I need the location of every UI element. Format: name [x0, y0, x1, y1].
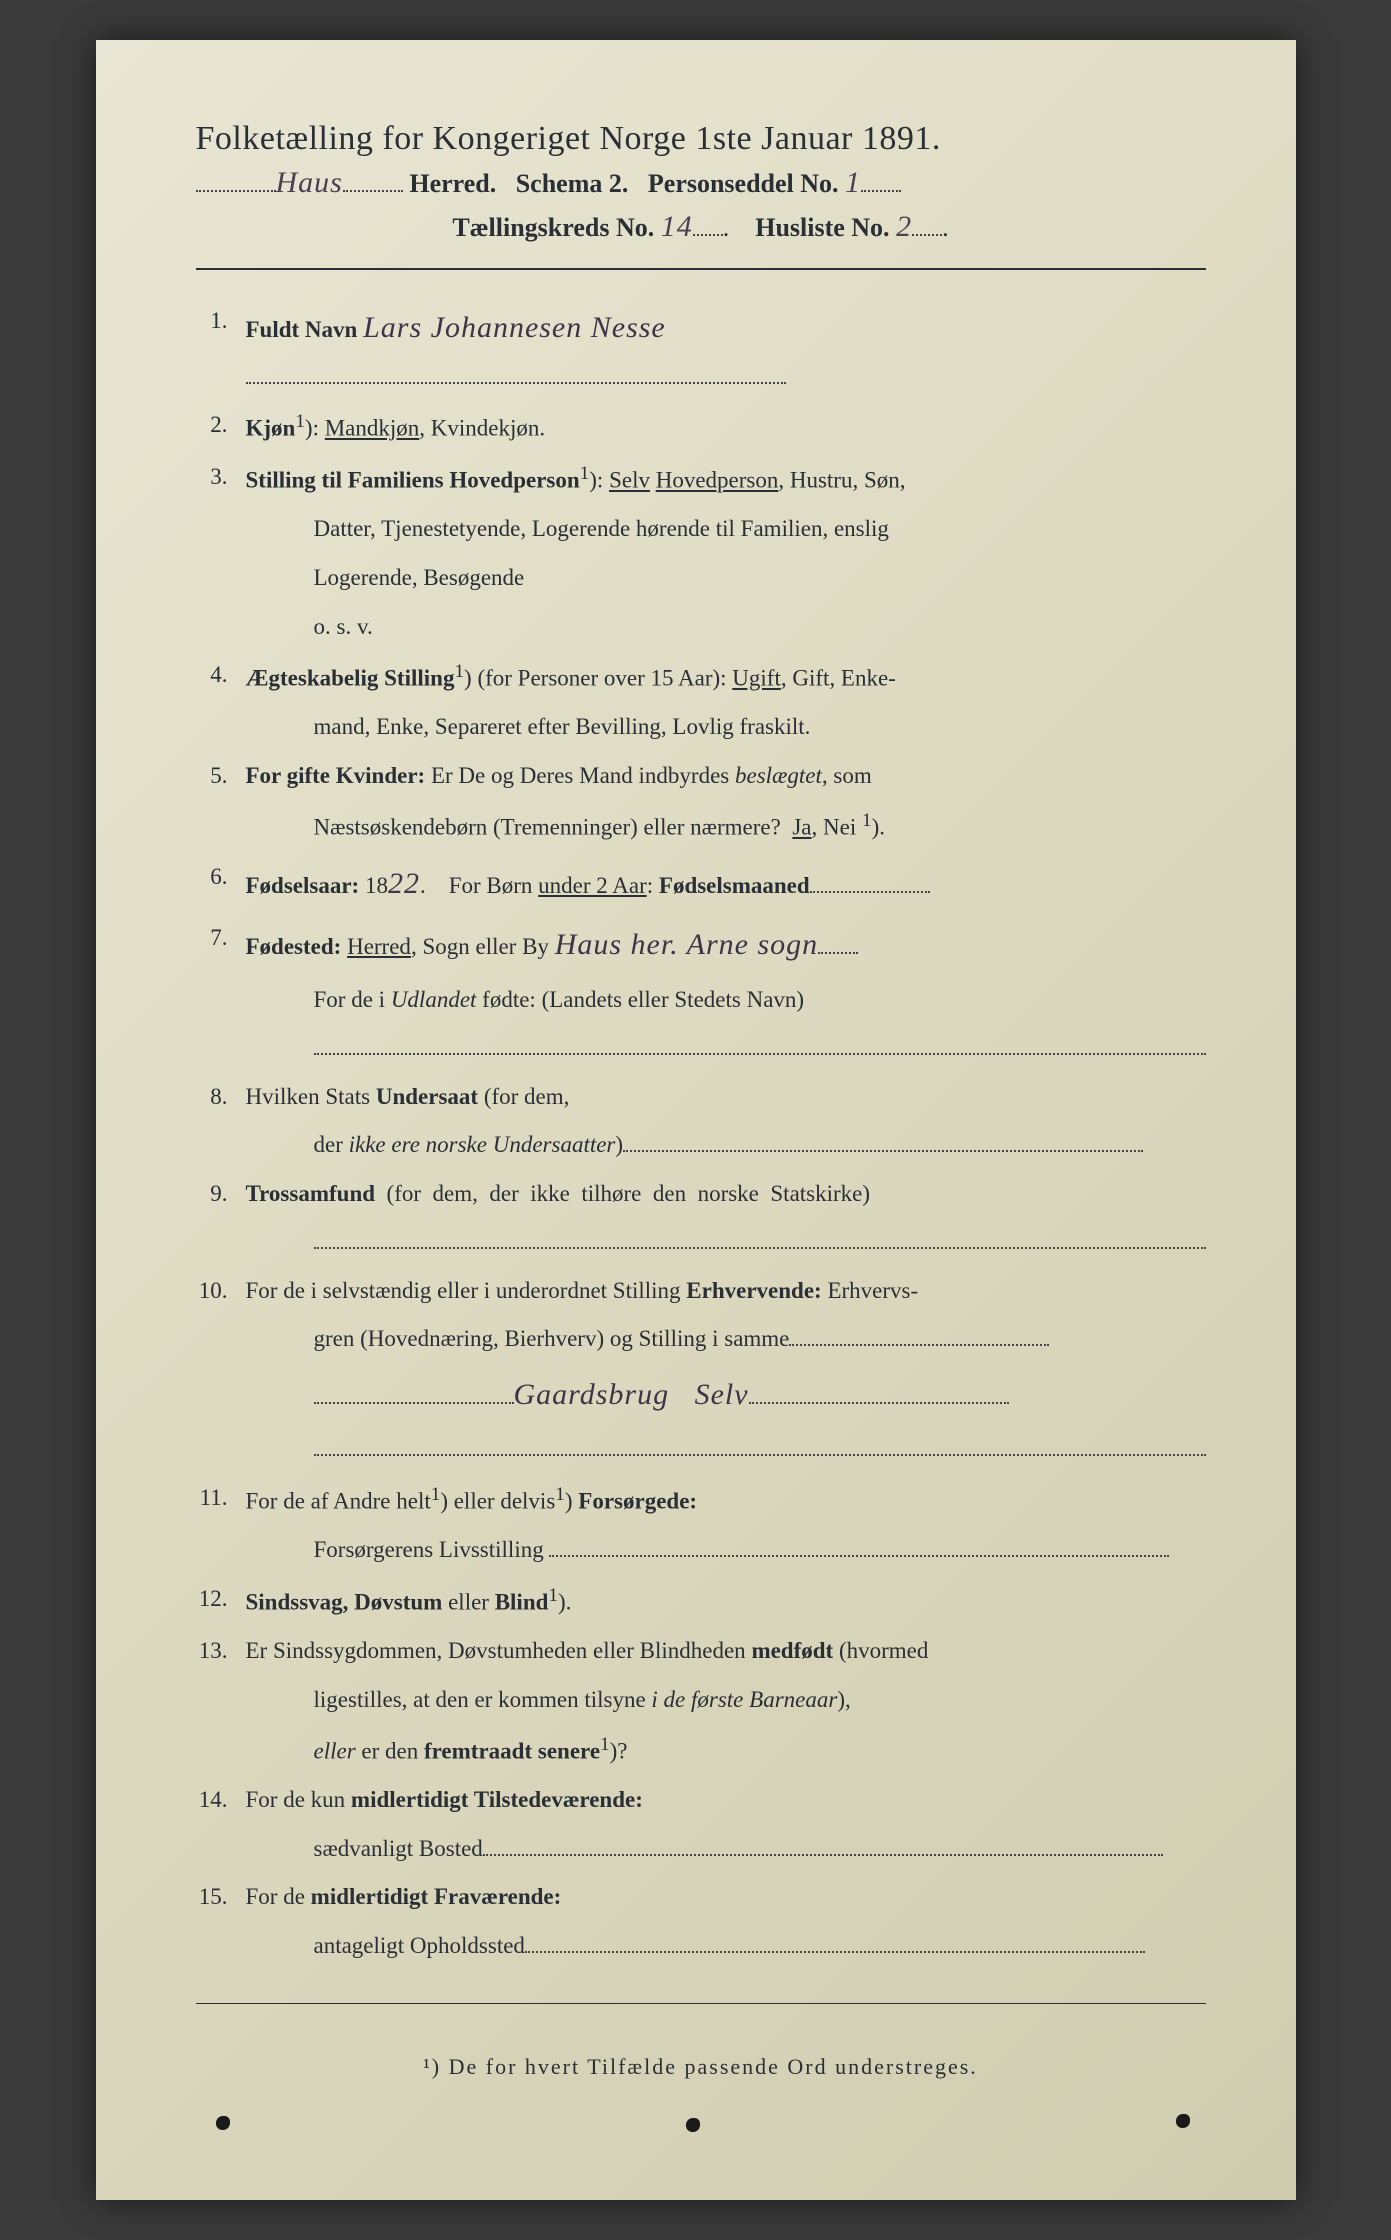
item-body: Er Sindssygdommen, Døvstumheden eller Bl…	[246, 1630, 1206, 1673]
item-continuation: mand, Enke, Separeret efter Bevilling, L…	[314, 706, 1206, 749]
item-number: 3.	[196, 456, 246, 502]
item-body: Fødselsaar: 1822. For Børn under 2 Aar: …	[246, 856, 1206, 912]
item-number: 6.	[196, 856, 246, 912]
form-item: 8.Hvilken Stats Undersaat (for dem,	[196, 1076, 1206, 1119]
item-number: 2.	[196, 404, 246, 450]
item-body: Ægteskabelig Stilling1) (for Personer ov…	[246, 654, 1206, 700]
schema-label: Schema 2.	[516, 169, 629, 198]
item-body: For gifte Kvinder: Er De og Deres Mand i…	[246, 755, 1206, 798]
taellingskreds-label: Tællingskreds No.	[452, 213, 654, 242]
form-item: 3.Stilling til Familiens Hovedperson1): …	[196, 456, 1206, 502]
item-number: 5.	[196, 755, 246, 798]
form-item: 12.Sindssvag, Døvstum eller Blind1).	[196, 1578, 1206, 1624]
item-number: 14.	[196, 1779, 246, 1822]
item-number: 13.	[196, 1630, 246, 1673]
item-continuation	[314, 1221, 1206, 1264]
item-body: For de i selvstændig eller i underordnet…	[246, 1270, 1206, 1313]
form-item: 7.Fødested: Herred, Sogn eller By Haus h…	[196, 917, 1206, 973]
header-rule	[196, 268, 1206, 270]
item-number: 8.	[196, 1076, 246, 1119]
item-continuation: gren (Hovednæring, Bierhverv) og Stillin…	[314, 1318, 1206, 1361]
form-items: 1.Fuldt Navn Lars Johannesen Nesse2.Kjøn…	[196, 300, 1206, 1967]
item-number: 12.	[196, 1578, 246, 1624]
item-body: Sindssvag, Døvstum eller Blind1).	[246, 1578, 1206, 1624]
item-continuation: Logerende, Besøgende	[314, 557, 1206, 600]
footnote: ¹) De for hvert Tilfælde passende Ord un…	[196, 2054, 1206, 2080]
ink-spot	[216, 2116, 230, 2130]
item-body: For de midlertidigt Fraværende:	[246, 1876, 1206, 1919]
form-item: 4.Ægteskabelig Stilling1) (for Personer …	[196, 654, 1206, 700]
item-continuation: sædvanligt Bosted	[314, 1828, 1206, 1871]
item-body: Trossamfund (for dem, der ikke tilhøre d…	[246, 1173, 1206, 1216]
ink-spot	[686, 2118, 700, 2132]
item-continuation: Datter, Tjenestetyende, Logerende hørend…	[314, 508, 1206, 551]
item-number: 9.	[196, 1173, 246, 1216]
item-number: 1.	[196, 300, 246, 398]
main-title: Folketælling for Kongeriget Norge 1ste J…	[196, 120, 1206, 158]
item-body: For de af Andre helt1) eller delvis1) Fo…	[246, 1477, 1206, 1523]
footnote-rule	[196, 2003, 1206, 2004]
item-continuation: For de i Udlandet fødte: (Landets eller …	[314, 979, 1206, 1022]
form-item: 10.For de i selvstændig eller i underord…	[196, 1270, 1206, 1313]
item-continuation: o. s. v.	[314, 606, 1206, 649]
herred-line: Haus Herred. Schema 2. Personseddel No. …	[196, 166, 1206, 200]
form-item: 15.For de midlertidigt Fraværende:	[196, 1876, 1206, 1919]
item-number: 7.	[196, 917, 246, 973]
form-item: 9.Trossamfund (for dem, der ikke tilhøre…	[196, 1173, 1206, 1216]
ink-spot	[1176, 2114, 1190, 2128]
item-number: 10.	[196, 1270, 246, 1313]
herred-label: Herred.	[409, 169, 496, 198]
item-continuation: Forsørgerens Livsstilling	[314, 1529, 1206, 1572]
item-body: For de kun midlertidigt Tilstedeværende:	[246, 1779, 1206, 1822]
item-continuation: der ikke ere norske Undersaatter)	[314, 1124, 1206, 1167]
form-item: 6.Fødselsaar: 1822. For Børn under 2 Aar…	[196, 856, 1206, 912]
item-continuation: Gaardsbrug Selv	[314, 1367, 1206, 1423]
item-continuation: Næstsøskendebørn (Tremenninger) eller næ…	[314, 803, 1206, 849]
item-number: 11.	[196, 1477, 246, 1523]
form-item: 2.Kjøn1): Mandkjøn, Kvindekjøn.	[196, 404, 1206, 450]
item-continuation	[314, 1027, 1206, 1070]
form-item: 5.For gifte Kvinder: Er De og Deres Mand…	[196, 755, 1206, 798]
husliste-label: Husliste No.	[755, 213, 889, 242]
item-body: Stilling til Familiens Hovedperson1): Se…	[246, 456, 1206, 502]
herred-handwritten: Haus	[276, 166, 343, 199]
item-continuation: eller er den fremtraadt senere1)?	[314, 1727, 1206, 1773]
form-item: 13.Er Sindssygdommen, Døvstumheden eller…	[196, 1630, 1206, 1673]
personseddel-label: Personseddel No.	[648, 169, 839, 198]
form-item: 14.For de kun midlertidigt Tilstedeværen…	[196, 1779, 1206, 1822]
form-item: 1.Fuldt Navn Lars Johannesen Nesse	[196, 300, 1206, 398]
item-number: 4.	[196, 654, 246, 700]
taellingskreds-no: 14	[661, 210, 693, 243]
census-form-page: Folketælling for Kongeriget Norge 1ste J…	[96, 40, 1296, 2200]
item-continuation	[314, 1428, 1206, 1471]
kreds-line: Tællingskreds No. 14. Husliste No. 2.	[196, 210, 1206, 244]
item-body: Fuldt Navn Lars Johannesen Nesse	[246, 300, 1206, 398]
form-item: 11.For de af Andre helt1) eller delvis1)…	[196, 1477, 1206, 1523]
item-continuation: ligestilles, at den er kommen tilsyne i …	[314, 1679, 1206, 1722]
item-body: Hvilken Stats Undersaat (for dem,	[246, 1076, 1206, 1119]
item-number: 15.	[196, 1876, 246, 1919]
husliste-no: 2	[896, 210, 912, 243]
item-body: Kjøn1): Mandkjøn, Kvindekjøn.	[246, 404, 1206, 450]
item-body: Fødested: Herred, Sogn eller By Haus her…	[246, 917, 1206, 973]
item-continuation: antageligt Opholdssted	[314, 1925, 1206, 1968]
personseddel-no: 1	[845, 166, 861, 199]
